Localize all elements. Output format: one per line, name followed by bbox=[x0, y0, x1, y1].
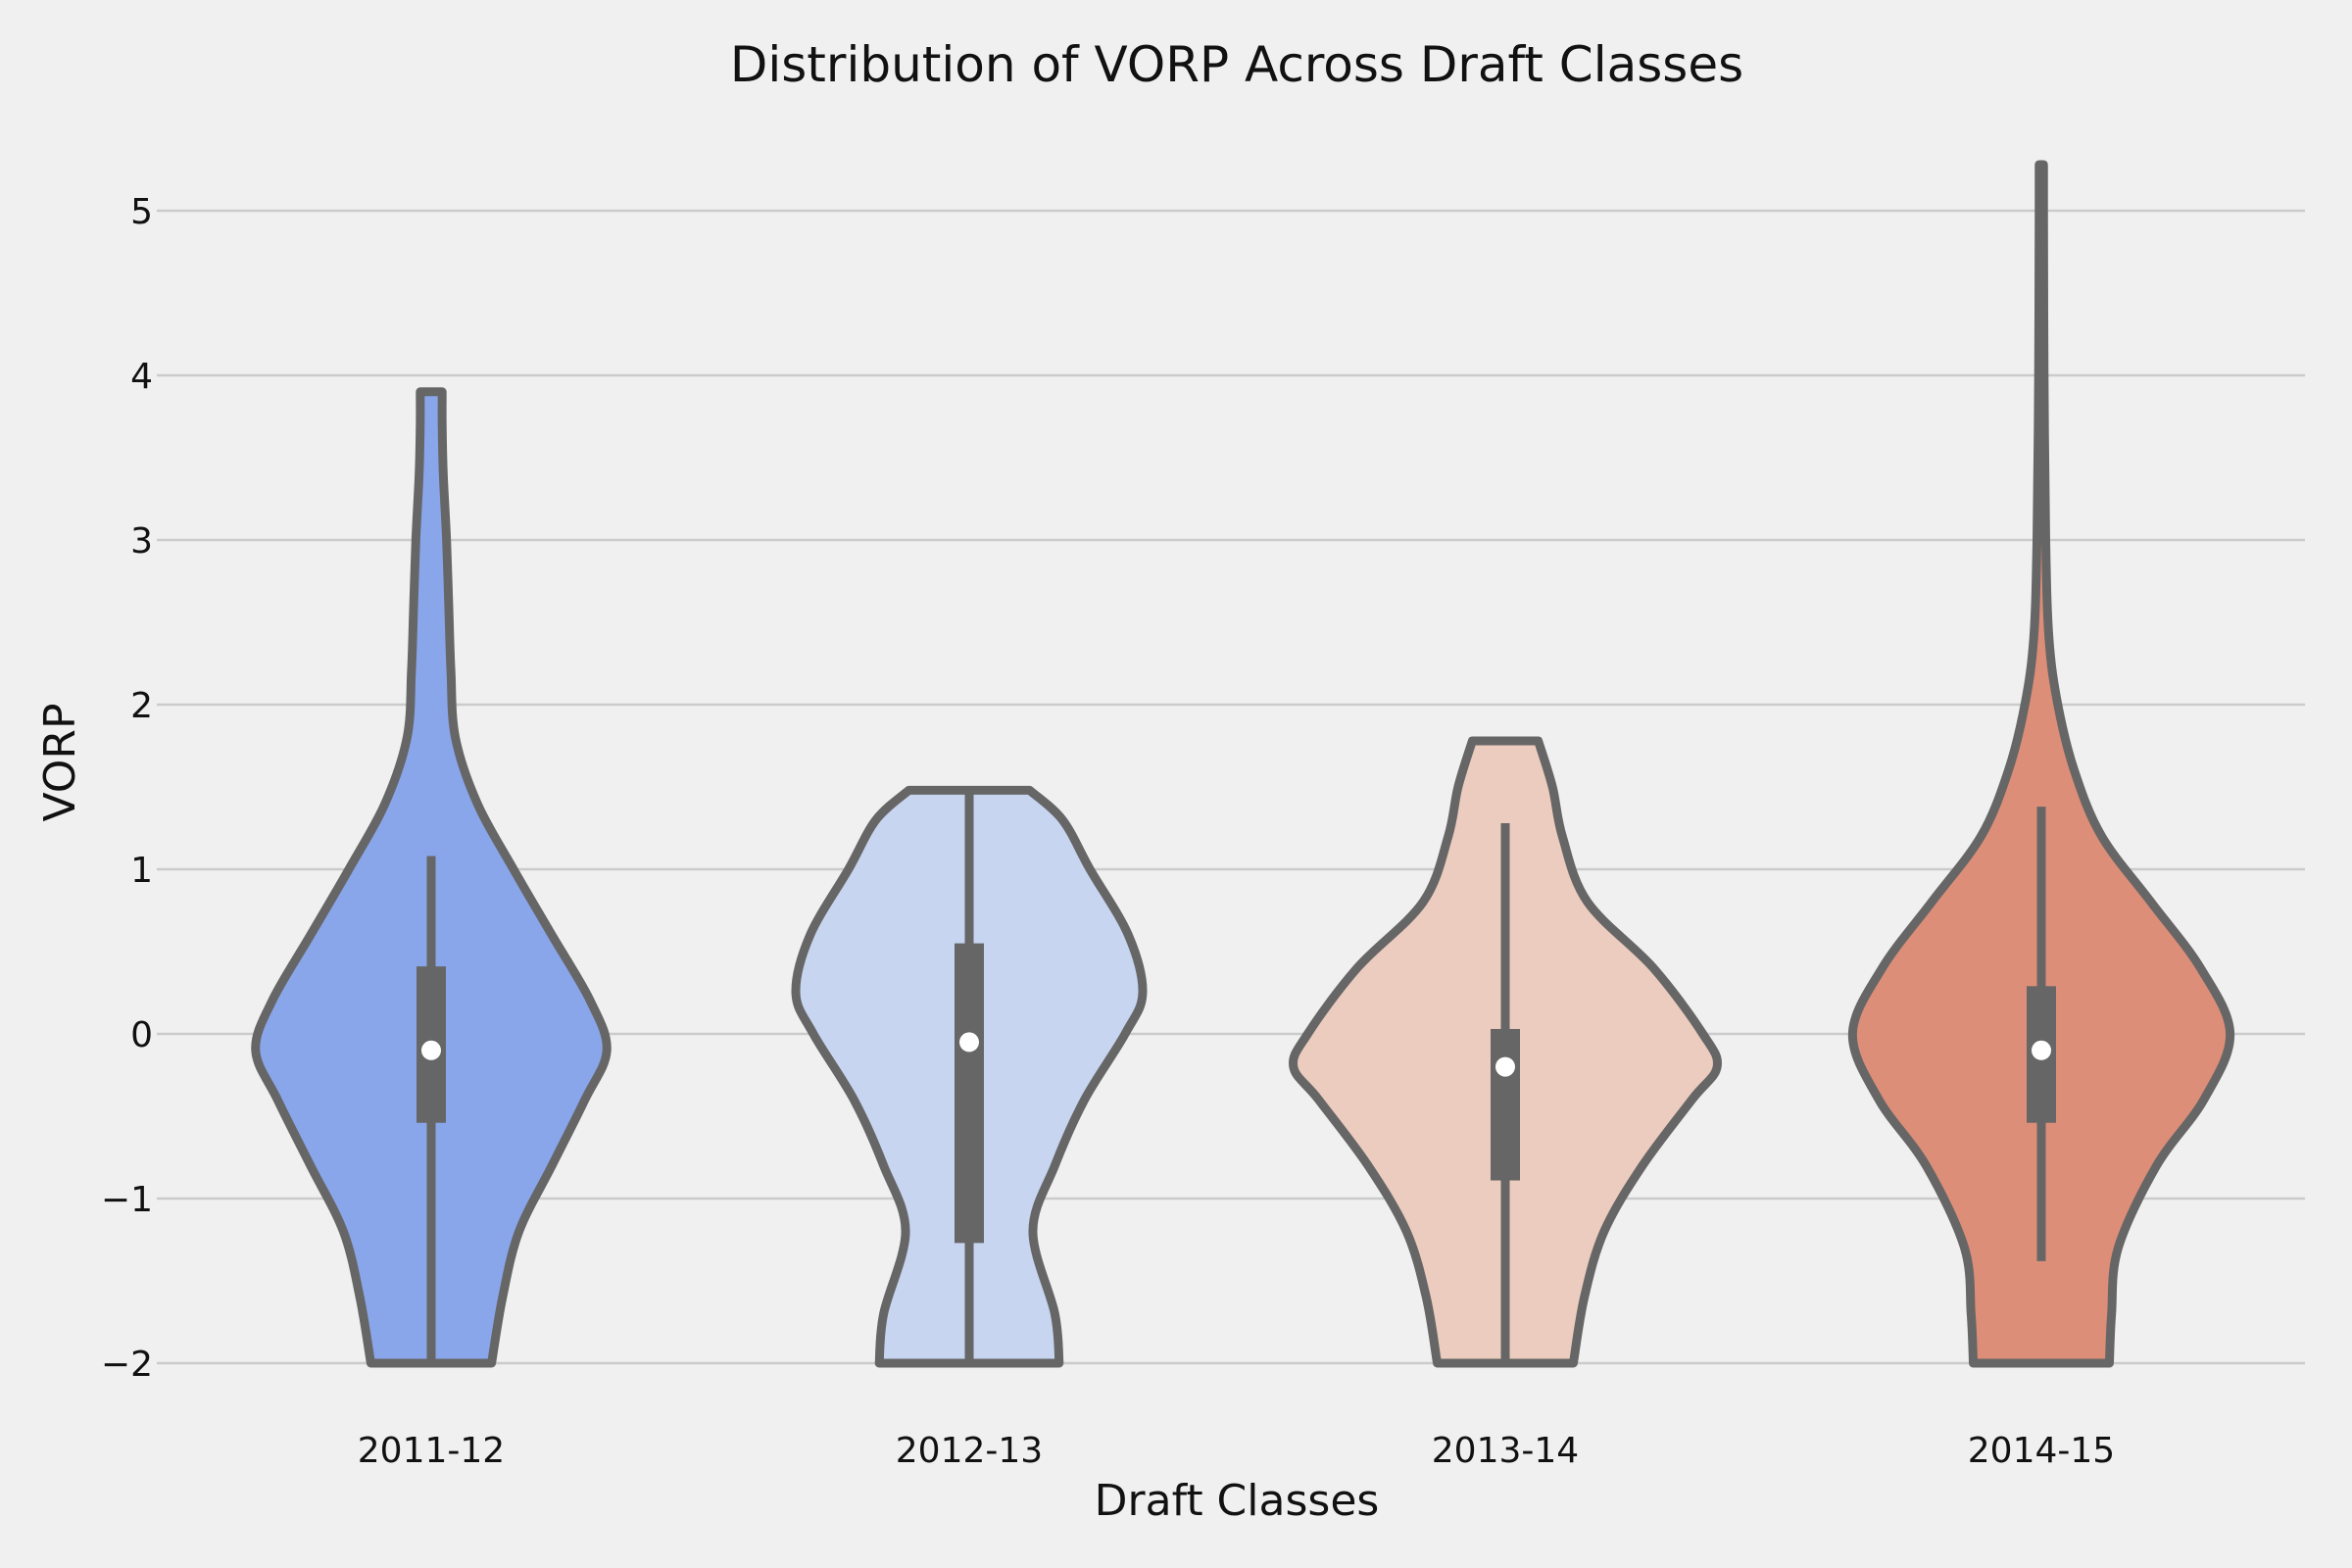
y-axis-label: VORP bbox=[35, 703, 85, 821]
y-tick-label: 2 bbox=[130, 686, 153, 726]
x-tick-labels: 2011-12 2012-13 2013-14 2014-15 bbox=[358, 1431, 2115, 1471]
violin-iqr-box bbox=[955, 943, 984, 1244]
y-tick-label: 3 bbox=[130, 521, 153, 562]
x-tick-label: 2014-15 bbox=[1968, 1431, 2115, 1471]
violins bbox=[251, 160, 2235, 1368]
violin-2011-12 bbox=[251, 387, 612, 1368]
violin-median-marker bbox=[1495, 1056, 1515, 1077]
violin-median-marker bbox=[421, 1040, 441, 1060]
x-tick-label: 2011-12 bbox=[358, 1431, 505, 1471]
violin-2014-15 bbox=[1847, 160, 2235, 1368]
violin-body bbox=[1847, 160, 2235, 1368]
x-axis-label: Draft Classes bbox=[1095, 1476, 1380, 1526]
x-tick-label: 2012-13 bbox=[896, 1431, 1043, 1471]
y-tick-label: 1 bbox=[130, 851, 153, 891]
x-tick-label: 2013-14 bbox=[1432, 1431, 1579, 1471]
y-tick-labels: −2 −1 0 1 2 3 4 5 bbox=[101, 192, 153, 1385]
y-tick-label: 5 bbox=[130, 192, 153, 232]
violin-median-marker bbox=[2032, 1040, 2051, 1060]
y-tick-label: 4 bbox=[130, 357, 153, 397]
y-tick-label: 0 bbox=[130, 1015, 153, 1055]
violin-median-marker bbox=[959, 1032, 979, 1053]
y-tick-label: −2 bbox=[101, 1345, 153, 1385]
violin-2013-14 bbox=[1289, 736, 1722, 1368]
violin-2012-13 bbox=[791, 785, 1148, 1368]
chart-title: Distribution of VORP Across Draft Classe… bbox=[730, 36, 1743, 93]
violin-iqr-box bbox=[1491, 1028, 1520, 1181]
y-tick-label: −1 bbox=[101, 1180, 153, 1220]
